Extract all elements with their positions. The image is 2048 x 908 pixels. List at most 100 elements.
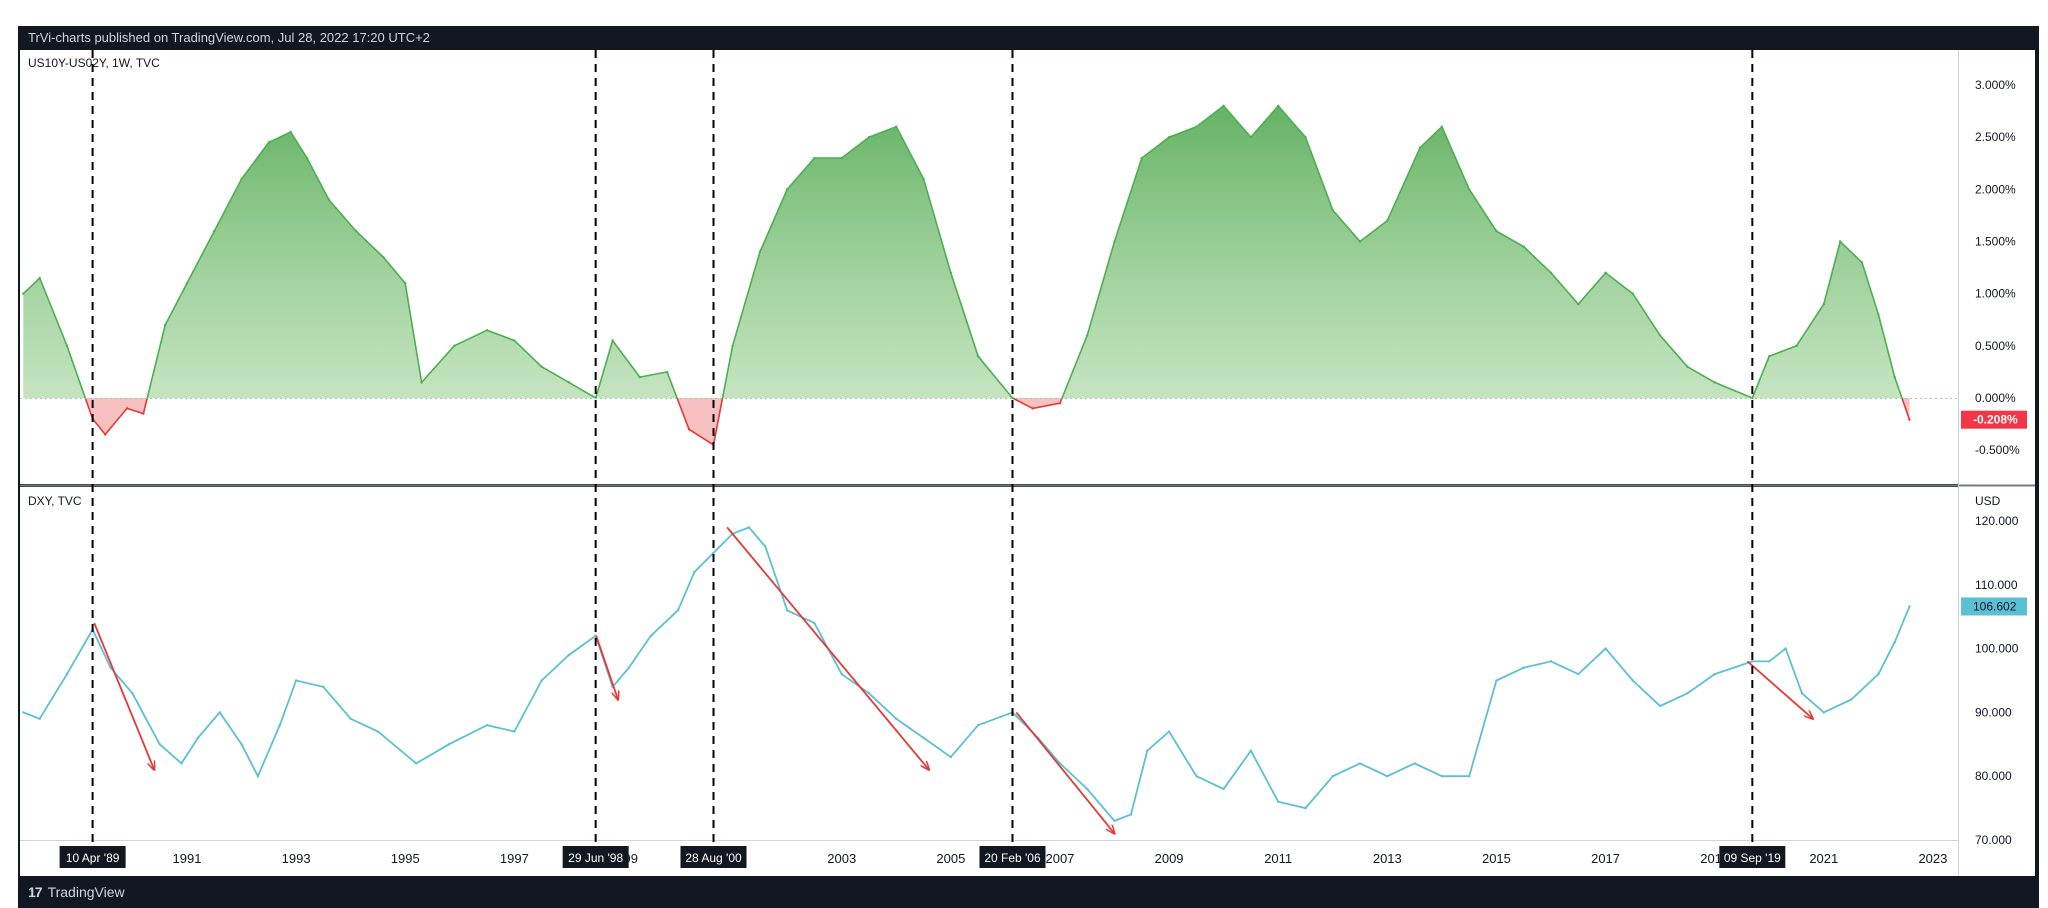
footer: 17 TradingView [18,876,2039,908]
dxy-point [627,666,631,669]
spread-line-positive [22,104,1903,398]
spread-point [1686,365,1689,368]
spread-point [1908,418,1911,421]
spread-point [1386,219,1389,222]
spread-point [65,344,69,348]
dxy-last-value-text: 106.602 [1973,599,2017,613]
dxy-point [414,762,418,765]
publish-header: TrVi-charts published on TradingView.com… [28,30,430,45]
spread-point [453,344,456,348]
dxy-point [1146,749,1149,752]
tradingview-logo-icon[interactable]: 17 [28,884,43,900]
dxy-point [485,723,489,727]
spread-point [1331,209,1334,212]
dxy-point [540,679,543,682]
dxy-point [676,609,680,612]
spread-point [611,339,614,342]
dxy-point [1631,679,1635,682]
spread-point [240,177,243,181]
spread-point [1893,375,1896,379]
spread-point [949,271,953,274]
bottom-y-tick-label: 120.000 [1975,514,2019,528]
dxy-point [693,570,696,574]
dxy-point [1549,660,1553,663]
dxy-point [1058,762,1062,765]
spread-point [1249,135,1253,139]
top-y-tick-label: 2.000% [1975,182,2016,196]
dxy-point [376,730,380,733]
x-tick-label: 2023 [1918,851,1947,866]
dxy-point [294,679,298,682]
dxy-point [1440,775,1444,778]
spread-point [1440,125,1444,128]
dxy-point [1800,692,1804,695]
dxy-point [447,743,451,746]
dxy-point [322,685,325,689]
spread-point [813,156,816,160]
spread-point [185,282,189,285]
spread-point [125,407,129,410]
dxy-point [38,717,41,720]
x-tick-label: 1995 [391,851,420,866]
trend-arrow [93,622,154,770]
dxy-point [1877,672,1880,676]
top-y-tick-label: 1.000% [1975,287,2016,301]
dxy-point [1331,775,1334,778]
spread-point [485,328,489,332]
spread-point [1822,302,1826,306]
spread-point [404,282,407,285]
bottom-pane-background [20,487,1958,840]
dxy-point [196,736,200,740]
spread-point [1631,292,1635,295]
trend-arrow [1015,711,1114,833]
spread-point [1086,334,1089,337]
currency-label: USD [1975,494,2001,508]
dxy-point [1358,762,1362,765]
event-marker-badge [59,846,126,868]
dxy-point [349,717,352,720]
bottom-y-tick-label: 80.000 [1975,769,2012,783]
dxy-point [1167,730,1171,733]
spread-point [785,188,789,191]
spread-point [38,276,41,280]
spread-point [267,141,271,144]
dxy-point [1086,787,1089,791]
spread-point [305,156,309,160]
spread-point [1113,240,1116,243]
spread-last-value-text: -0.208% [1973,413,2018,427]
spread-point [1058,402,1062,405]
dxy-point [1893,641,1896,644]
spread-point [1467,188,1471,191]
x-tick-label: 2011 [1264,851,1292,866]
x-tick-label: 1991 [173,851,202,866]
spread-point [327,198,331,201]
brand-name[interactable]: TradingView [47,884,125,900]
dxy-point [256,775,260,778]
dxy-point [240,743,243,746]
event-marker-badge [1719,846,1786,868]
dxy-point [1467,775,1471,778]
dxy-point [158,743,161,746]
spread-point [213,229,216,233]
dxy-point [1495,679,1498,682]
dxy-point [1113,819,1116,823]
dxy-point [1222,787,1225,791]
event-marker-label: 28 Aug '00 [685,851,742,865]
spread-point [1604,271,1607,274]
dxy-point [1577,672,1580,676]
event-marker-label: 20 Feb '06 [984,851,1041,865]
bottom-y-tick-label: 70.000 [1975,833,2012,847]
spread-point [142,412,145,415]
x-tick-label: 2009 [1155,851,1184,866]
chart-canvas[interactable]: 3.000% 2.500% 2.000% 1.500% 1.000% 0.500% 0.00… [18,26,2039,876]
dxy-point [949,755,953,759]
spread-point [731,344,734,348]
spread-point [1877,313,1880,316]
spread-point [420,381,423,384]
dxy-point [813,621,816,625]
dxy-point [1713,672,1716,676]
spread-point [103,433,107,436]
price-axis-background [1958,50,2035,876]
dxy-point [131,692,134,695]
dxy-point [712,551,715,555]
